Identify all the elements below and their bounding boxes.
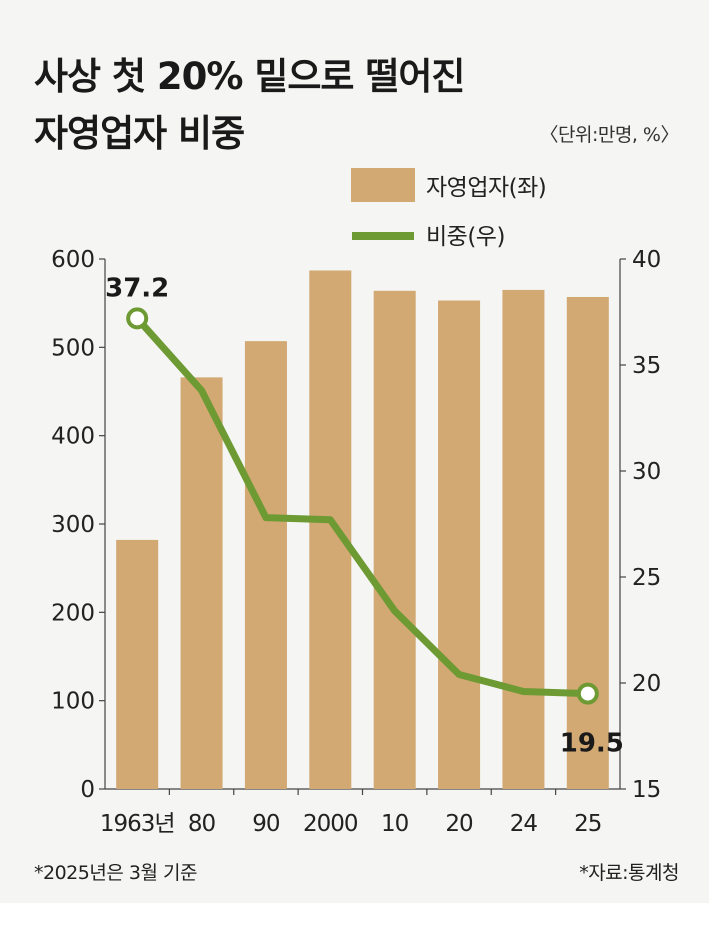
ratio-line <box>133 314 592 698</box>
data-label-first: 37.2 <box>105 273 169 303</box>
bar-10 <box>373 290 416 789</box>
unit-note: 〈단위:만명, %〉 <box>539 124 680 146</box>
right-tick-label: 40 <box>632 247 661 273</box>
bar-90 <box>244 341 287 789</box>
left-tick-label: 600 <box>51 247 95 273</box>
source-note: *자료:통계청 <box>579 862 679 884</box>
chart-title-line1: 사상 첫 20% 밑으로 떨어진 <box>34 55 465 98</box>
x-tick-label: 24 <box>510 811 538 837</box>
right-tick-label: 30 <box>632 459 661 485</box>
bar-2000 <box>309 270 352 789</box>
x-tick-label: 25 <box>574 811 601 837</box>
legend-bar-swatch <box>351 168 415 202</box>
bar-20 <box>438 300 481 789</box>
x-tick-label: 10 <box>381 811 409 837</box>
x-tick-label: 20 <box>445 811 473 837</box>
bar-80 <box>180 377 223 789</box>
left-tick-label: 400 <box>51 424 95 450</box>
left-tick-label: 500 <box>51 335 95 361</box>
footnote: *2025년은 3월 기준 <box>34 862 197 884</box>
right-tick-label: 20 <box>632 671 661 697</box>
x-tick-label: 1963년 <box>100 811 175 837</box>
x-tick-label: 2000 <box>303 811 358 837</box>
right-tick-label: 25 <box>632 565 661 591</box>
bar-1963년 <box>116 539 159 789</box>
chart-title-line2: 자영업자 비중 <box>34 112 245 155</box>
right-tick-label: 15 <box>632 777 661 803</box>
ratio-point-marker <box>126 307 149 330</box>
bar-24 <box>502 289 545 789</box>
ratio-point-marker <box>576 682 599 705</box>
data-label-last: 19.5 <box>560 729 624 759</box>
x-tick-label: 90 <box>252 811 280 837</box>
legend-line-label: 비중(우) <box>426 224 505 250</box>
bar-25 <box>566 296 609 789</box>
right-tick-label: 35 <box>632 353 661 379</box>
left-tick-label: 100 <box>51 689 95 715</box>
x-tick-label: 80 <box>188 811 216 837</box>
legend-bar-label: 자영업자(좌) <box>426 175 546 201</box>
left-tick-label: 300 <box>51 512 95 538</box>
left-tick-label: 200 <box>51 600 95 626</box>
left-tick-label: 0 <box>80 777 95 803</box>
